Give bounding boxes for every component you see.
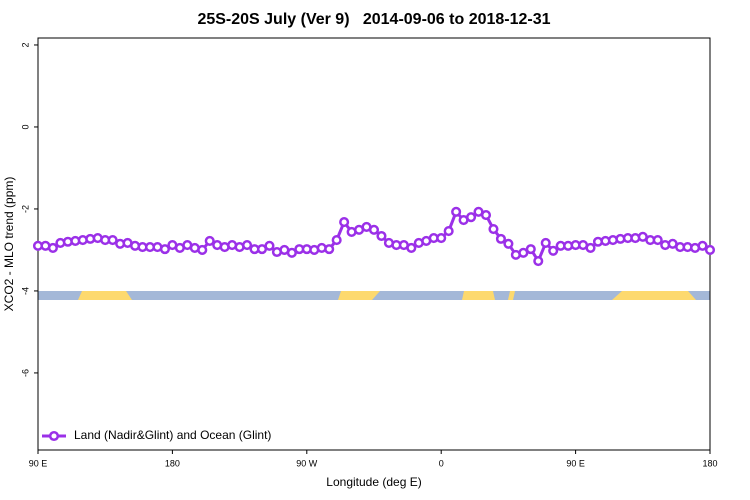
x-tick-label: 90 E xyxy=(566,458,585,468)
data-point xyxy=(443,226,454,237)
data-point xyxy=(540,237,551,249)
data-point xyxy=(704,244,716,255)
data-point xyxy=(466,212,477,223)
y-tick-label: -2 xyxy=(20,205,30,213)
data-point xyxy=(525,244,536,255)
data-point xyxy=(406,242,417,253)
data-point xyxy=(697,240,708,251)
data-point xyxy=(548,245,559,256)
data-point xyxy=(518,247,529,258)
y-tick-label: -6 xyxy=(20,369,30,377)
data-point xyxy=(451,206,462,217)
data-point xyxy=(331,235,342,246)
data-point xyxy=(197,244,208,255)
y-tick-label: 0 xyxy=(20,124,30,129)
land-ocean-strip xyxy=(38,291,710,300)
x-tick-label: 90 E xyxy=(29,458,48,468)
legend-label: Land (Nadir&Glint) and Ocean (Glint) xyxy=(74,428,271,442)
x-tick-label: 180 xyxy=(165,458,180,468)
data-point xyxy=(159,244,170,255)
x-axis-label: Longitude (deg E) xyxy=(326,475,421,489)
data-point xyxy=(585,242,596,253)
y-tick-label: -4 xyxy=(20,287,30,295)
y-axis-label: XCO2 - MLO trend (ppm) xyxy=(2,177,16,312)
legend-marker xyxy=(48,430,60,442)
data-point xyxy=(47,242,58,253)
data-point xyxy=(339,217,350,228)
data-point xyxy=(376,230,387,242)
data-point xyxy=(533,255,544,267)
data-point xyxy=(436,233,447,244)
data-point xyxy=(495,233,506,244)
data-point xyxy=(204,235,215,246)
x-tick-label: 180 xyxy=(702,458,717,468)
chart-title: 25S-20S July (Ver 9) 2014-09-06 to 2018-… xyxy=(197,11,550,28)
x-tick-label: 0 xyxy=(439,458,444,468)
data-point xyxy=(652,235,663,246)
y-tick-label: 2 xyxy=(20,42,30,47)
x-tick-label: 90 W xyxy=(296,458,318,468)
data-point xyxy=(503,238,514,249)
data-point xyxy=(480,210,492,221)
data-point xyxy=(286,247,297,258)
data-point xyxy=(488,223,499,235)
data-point xyxy=(264,240,275,251)
data-point xyxy=(107,235,118,246)
data-point xyxy=(324,244,335,255)
data-line xyxy=(38,209,711,265)
data-point xyxy=(368,224,380,235)
data-point xyxy=(242,239,253,251)
